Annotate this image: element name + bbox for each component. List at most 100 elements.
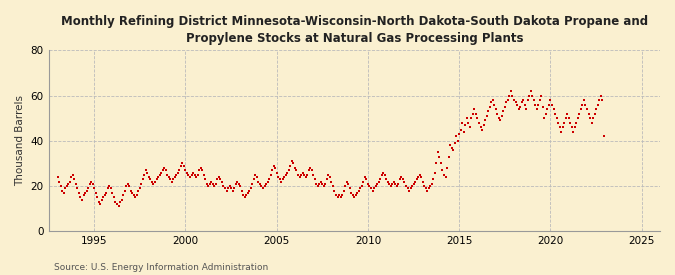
Point — [549, 111, 560, 116]
Point — [270, 166, 281, 170]
Point — [134, 186, 145, 191]
Point — [469, 107, 480, 111]
Point — [157, 168, 168, 172]
Point — [320, 182, 331, 186]
Point — [265, 173, 276, 177]
Point — [76, 197, 87, 202]
Point — [373, 179, 384, 184]
Point — [478, 123, 489, 127]
Point — [520, 107, 531, 111]
Point — [93, 200, 104, 204]
Point — [595, 94, 606, 98]
Point — [411, 177, 422, 182]
Point — [492, 111, 503, 116]
Point — [311, 182, 322, 186]
Point — [514, 105, 525, 109]
Point — [300, 175, 311, 179]
Point — [279, 175, 290, 179]
Point — [140, 168, 151, 172]
Point — [319, 184, 329, 188]
Point — [225, 186, 236, 191]
Point — [61, 184, 72, 188]
Point — [205, 182, 215, 186]
Point — [404, 188, 414, 193]
Point — [244, 188, 254, 193]
Point — [258, 186, 269, 191]
Point — [384, 182, 395, 186]
Point — [172, 170, 183, 175]
Point — [127, 191, 138, 195]
Point — [64, 179, 75, 184]
Point — [437, 168, 448, 172]
Point — [348, 193, 358, 197]
Point — [572, 116, 583, 120]
Point — [400, 184, 411, 188]
Point — [435, 161, 446, 166]
Point — [512, 103, 522, 107]
Point — [441, 166, 452, 170]
Point — [565, 120, 576, 125]
Point — [477, 127, 487, 132]
Point — [566, 125, 577, 130]
Point — [296, 173, 306, 177]
Point — [553, 120, 564, 125]
Point — [452, 139, 463, 143]
Point — [111, 202, 122, 207]
Point — [105, 186, 116, 191]
Point — [267, 168, 277, 172]
Point — [60, 186, 71, 191]
Point — [83, 186, 94, 191]
Point — [284, 168, 294, 172]
Point — [70, 182, 81, 186]
Point — [335, 195, 346, 200]
Point — [274, 177, 285, 182]
Point — [165, 177, 176, 182]
Point — [396, 175, 407, 179]
Point — [136, 182, 146, 186]
Point — [355, 186, 366, 191]
Point — [159, 166, 169, 170]
Point — [502, 98, 513, 102]
Point — [343, 182, 354, 186]
Point — [402, 186, 413, 191]
Point — [285, 164, 296, 168]
Point — [526, 94, 537, 98]
Point — [551, 116, 562, 120]
Point — [462, 116, 472, 120]
Point — [84, 182, 95, 186]
Point — [460, 123, 470, 127]
Point — [290, 166, 300, 170]
Point — [75, 195, 86, 200]
Point — [74, 191, 84, 195]
Point — [58, 191, 69, 195]
Point — [171, 173, 182, 177]
Point — [510, 100, 521, 104]
Point — [388, 179, 399, 184]
Point — [86, 179, 97, 184]
Point — [361, 177, 372, 182]
Point — [580, 103, 591, 107]
Point — [246, 186, 256, 191]
Point — [168, 177, 179, 182]
Point — [234, 182, 244, 186]
Point — [574, 111, 585, 116]
Point — [240, 195, 250, 200]
Point — [367, 188, 378, 193]
Point — [548, 107, 559, 111]
Point — [416, 175, 427, 179]
Point — [221, 188, 232, 193]
Point — [103, 186, 113, 191]
Point — [342, 179, 352, 184]
Point — [484, 105, 495, 109]
Point — [372, 182, 383, 186]
Point — [230, 182, 241, 186]
Point — [209, 184, 220, 188]
Point — [153, 175, 163, 179]
Point — [78, 193, 89, 197]
Point — [364, 184, 375, 188]
Point — [571, 120, 582, 125]
Point — [508, 98, 519, 102]
Point — [235, 184, 246, 188]
Point — [516, 100, 527, 104]
Point — [132, 193, 142, 197]
